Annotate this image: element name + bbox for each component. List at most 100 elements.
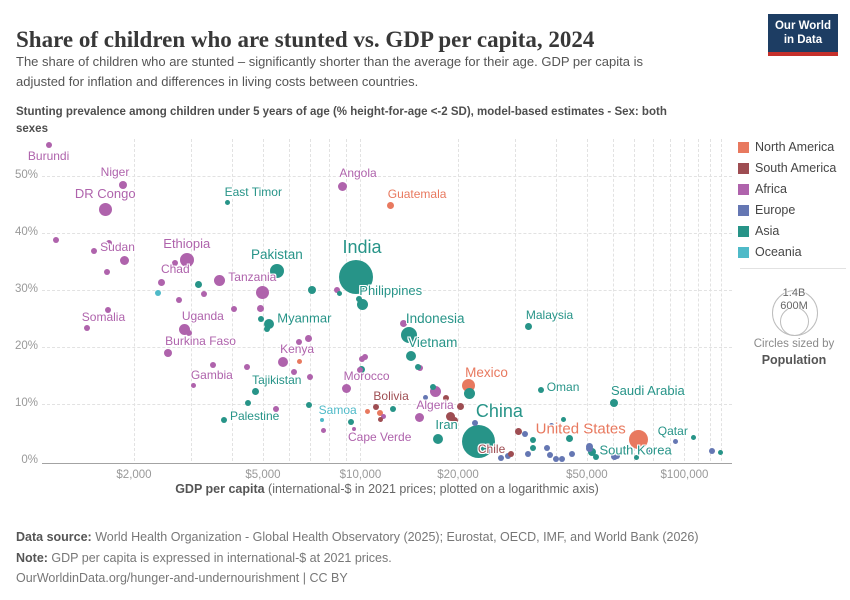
legend-item-oc[interactable]: Oceania <box>738 245 850 259</box>
data-point[interactable] <box>613 452 620 459</box>
data-point[interactable] <box>549 423 555 429</box>
data-point-ethiopia[interactable] <box>179 252 194 267</box>
data-point[interactable] <box>105 240 112 247</box>
data-point[interactable] <box>585 444 593 452</box>
country-label-pakistan[interactable]: Pakistan <box>250 247 303 263</box>
data-point[interactable] <box>245 400 252 407</box>
country-label-bolivia[interactable]: Bolivia <box>373 389 409 404</box>
data-point[interactable] <box>442 395 449 402</box>
data-point[interactable] <box>645 449 652 456</box>
country-label-sudan[interactable]: Sudan <box>100 240 135 255</box>
country-label-myanmar[interactable]: Myanmar <box>277 310 332 326</box>
data-point[interactable] <box>356 295 363 302</box>
country-label-saudi-arabia[interactable]: Saudi Arabia <box>610 382 685 398</box>
data-point-morocco[interactable] <box>342 383 352 393</box>
data-point-niger[interactable] <box>119 181 128 190</box>
data-point-tanzania[interactable] <box>214 274 226 286</box>
data-point[interactable] <box>673 439 679 445</box>
data-point[interactable] <box>530 437 537 444</box>
data-point[interactable] <box>708 448 715 455</box>
data-point[interactable] <box>560 416 566 422</box>
data-point[interactable] <box>429 385 441 397</box>
data-point[interactable] <box>358 355 365 362</box>
data-point[interactable] <box>514 428 522 436</box>
data-point-burkina-faso[interactable] <box>164 349 173 358</box>
country-label-kenya[interactable]: Kenya <box>280 341 315 356</box>
data-point[interactable] <box>201 290 208 297</box>
data-point-gambia[interactable] <box>191 383 197 389</box>
data-point-burundi[interactable] <box>45 141 52 148</box>
data-point[interactable] <box>378 417 384 423</box>
data-point[interactable] <box>445 412 455 422</box>
country-label-palestine[interactable]: Palestine <box>229 408 280 423</box>
legend-item-eu[interactable]: Europe <box>738 203 850 217</box>
data-point[interactable] <box>498 455 505 462</box>
country-label-angola[interactable]: Angola <box>339 166 377 181</box>
country-label-somalia[interactable]: Somalia <box>81 310 126 325</box>
data-point[interactable] <box>256 285 270 299</box>
legend-item-af[interactable]: Africa <box>738 182 850 196</box>
data-point[interactable] <box>457 402 465 410</box>
data-point-chile[interactable] <box>508 451 515 458</box>
country-label-india[interactable]: India <box>342 237 382 258</box>
data-point[interactable] <box>231 306 238 313</box>
data-point[interactable] <box>333 287 340 293</box>
country-label-oman[interactable]: Oman <box>546 379 580 394</box>
data-point[interactable] <box>243 363 250 370</box>
data-point[interactable] <box>194 281 202 289</box>
data-point[interactable] <box>472 420 479 427</box>
country-label-qatar[interactable]: Qatar <box>657 424 688 439</box>
data-point[interactable] <box>423 395 429 401</box>
data-point-united-states[interactable] <box>628 430 648 450</box>
data-point[interactable] <box>307 286 316 294</box>
data-point[interactable] <box>390 405 397 412</box>
data-point[interactable] <box>295 338 302 345</box>
data-point[interactable] <box>297 359 303 365</box>
country-label-south-korea[interactable]: South Korea <box>599 442 672 458</box>
footer-url[interactable]: OurWorldinData.org/hunger-and-undernouri… <box>16 571 348 585</box>
data-point-bolivia[interactable] <box>373 404 380 411</box>
data-point-dr-congo[interactable] <box>98 202 112 216</box>
country-label-china[interactable]: China <box>475 400 523 421</box>
data-point-guatemala[interactable] <box>387 202 395 210</box>
data-point-sudan[interactable] <box>120 256 130 266</box>
country-label-morocco[interactable]: Morocco <box>343 368 390 383</box>
data-point-kenya[interactable] <box>278 356 289 367</box>
data-point[interactable] <box>273 405 280 412</box>
data-point-vietnam[interactable] <box>406 351 417 362</box>
legend-item-na[interactable]: North America <box>738 140 850 154</box>
country-label-chile[interactable]: Chile <box>477 442 506 457</box>
data-point[interactable] <box>592 454 599 460</box>
data-point-palestine[interactable] <box>220 416 227 423</box>
data-point-iran[interactable] <box>433 433 444 444</box>
data-point-saudi-arabia[interactable] <box>609 398 618 407</box>
data-point-chad[interactable] <box>158 279 166 287</box>
data-point[interactable] <box>183 338 189 344</box>
country-label-chad[interactable]: Chad <box>160 262 190 277</box>
country-label-tanzania[interactable]: Tanzania <box>228 270 277 285</box>
data-point[interactable] <box>91 248 98 255</box>
data-point[interactable] <box>209 362 216 369</box>
country-label-united-states[interactable]: United States <box>535 420 626 438</box>
data-point[interactable] <box>304 334 312 342</box>
data-point-indonesia[interactable] <box>400 327 417 344</box>
data-point-samoa[interactable] <box>319 417 324 422</box>
data-point-east-timor[interactable] <box>225 199 231 205</box>
data-point[interactable] <box>104 306 111 313</box>
data-point[interactable] <box>348 418 354 425</box>
data-point[interactable] <box>530 445 537 452</box>
data-point[interactable] <box>257 304 265 312</box>
data-point-myanmar[interactable] <box>264 319 275 330</box>
country-label-algeria[interactable]: Algeria <box>416 397 454 412</box>
data-point[interactable] <box>566 434 574 442</box>
data-point[interactable] <box>400 320 408 328</box>
data-point[interactable] <box>321 427 327 433</box>
owid-logo[interactable]: Our World in Data <box>767 14 838 56</box>
data-point[interactable] <box>257 315 264 322</box>
country-label-ethiopia[interactable]: Ethiopia <box>163 235 211 251</box>
data-point[interactable] <box>291 368 298 375</box>
country-label-philippines[interactable]: Philippines <box>359 283 423 299</box>
data-point[interactable] <box>377 409 384 416</box>
data-point[interactable] <box>307 374 314 381</box>
country-label-uganda[interactable]: Uganda <box>181 309 224 324</box>
